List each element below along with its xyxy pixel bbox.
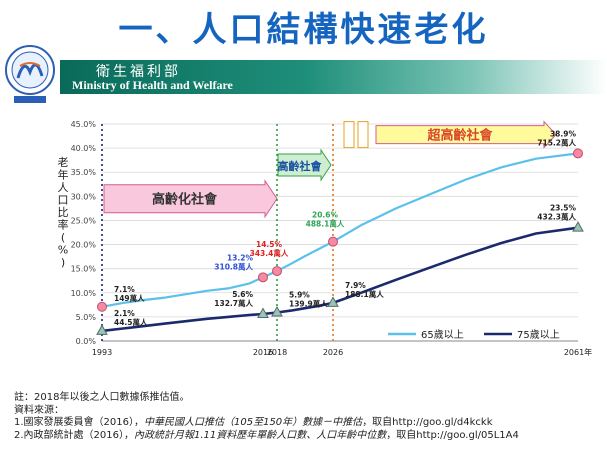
phase-label: 高齡社會 bbox=[278, 159, 323, 173]
page-title: 一、人口結構快速老化 bbox=[118, 10, 489, 50]
phase-label: 高齡化社會 bbox=[152, 192, 218, 208]
phase-arrow bbox=[103, 179, 278, 219]
data-label: 20.6% bbox=[312, 211, 339, 220]
x-tick-label: 2026 bbox=[323, 348, 343, 357]
x-tick-label: 2018 bbox=[267, 348, 287, 357]
source-2-title: 內政統計月報1.11資料歷年單齡人口數、人口年齡中位數 bbox=[134, 429, 387, 441]
data-point-marker bbox=[271, 306, 283, 317]
y-tick-label: 0.0% bbox=[76, 337, 97, 346]
x-tick-label: 1993 bbox=[92, 348, 112, 357]
source-title: 資料來源： bbox=[14, 404, 64, 416]
source-1-link[interactable]: ，取自http://goo.gl/d4kckk bbox=[362, 417, 493, 428]
data-label: 139.9萬人 bbox=[289, 299, 328, 309]
y-tick-label: 35.0% bbox=[71, 168, 97, 177]
y-tick-label: 15.0% bbox=[71, 265, 97, 274]
footnotes: 註：2018年以後之人口數據係推估值。 資料來源： 1.國家發展委員會（2016… bbox=[14, 392, 519, 442]
data-label: 44.5萬人 bbox=[114, 317, 148, 327]
data-label: 14.5% bbox=[256, 240, 283, 249]
series-line bbox=[101, 152, 579, 308]
note-line: 註：2018年以後之人口數據係推估值。 bbox=[14, 392, 190, 403]
phase-label: 超高齡社會 bbox=[427, 128, 493, 144]
source-1-title: 中華民國人口推估（105至150年）數據－中推估 bbox=[144, 417, 363, 428]
data-label: 23.5% bbox=[550, 204, 577, 213]
ministry-logo bbox=[5, 45, 55, 103]
data-label: 132.7萬人 bbox=[214, 298, 253, 308]
y-tick-label: 25.0% bbox=[71, 216, 97, 225]
source-1-prefix: 1.國家發展委員會（2016）， bbox=[14, 417, 144, 428]
phase-box bbox=[357, 121, 369, 149]
x-tick-label: 2016 bbox=[253, 348, 273, 357]
ministry-banner bbox=[60, 60, 607, 94]
aging-population-chart: 0.0% 5.0% 10.0% 15.0% 20.0% 25.0% 30.0% 35.0% 40… bbox=[58, 120, 593, 357]
data-point-marker bbox=[328, 236, 338, 247]
data-label: 5.6% bbox=[232, 290, 253, 299]
ministry-name-zh: 衛生福利部 bbox=[96, 64, 181, 80]
data-label: 7.1% bbox=[114, 285, 135, 294]
y-tick-label: 40.0% bbox=[71, 144, 97, 153]
data-point-marker bbox=[327, 296, 339, 307]
data-point-marker bbox=[272, 266, 282, 277]
y-tick-label: 30.0% bbox=[71, 192, 97, 201]
data-point-marker bbox=[573, 148, 583, 159]
x-tick-label: 2061年 bbox=[564, 347, 592, 357]
data-label: 149萬人 bbox=[114, 293, 145, 303]
data-point-marker bbox=[97, 301, 107, 312]
series-line bbox=[101, 226, 579, 333]
data-point-marker bbox=[257, 307, 269, 318]
data-label: 38.9% bbox=[550, 129, 577, 138]
phase-box bbox=[343, 121, 355, 149]
data-point-marker bbox=[572, 221, 584, 232]
data-label: 5.9% bbox=[289, 291, 310, 300]
data-label: 488.1萬人 bbox=[306, 219, 345, 229]
data-label: 7.9% bbox=[345, 281, 366, 290]
source-line-2: 2.內政部統計處（2016），內政統計月報1.11資料歷年單齡人口數、人口年齡中… bbox=[14, 430, 519, 443]
data-label: 310.8萬人 bbox=[214, 261, 253, 271]
y-axis-label: 老年人口比率(%) bbox=[58, 156, 69, 269]
data-label: 432.3萬人 bbox=[537, 212, 576, 222]
data-point-marker bbox=[96, 324, 108, 335]
legend-label: 75歲以上 bbox=[517, 328, 560, 341]
data-label: 715.2萬人 bbox=[537, 137, 576, 147]
phase-arrow bbox=[375, 120, 557, 149]
y-tick-label: 10.0% bbox=[71, 289, 97, 298]
source-2-link[interactable]: ，取自http://goo.gl/05L1A4 bbox=[386, 429, 519, 441]
data-point-marker bbox=[258, 272, 268, 283]
y-tick-label: 20.0% bbox=[71, 241, 97, 250]
data-label: 2.1% bbox=[114, 309, 135, 318]
phase-arrow bbox=[277, 148, 332, 182]
data-label: 13.2% bbox=[227, 253, 254, 262]
source-2-prefix: 2.內政部統計處（2016）， bbox=[14, 429, 134, 441]
data-label: 188.1萬人 bbox=[345, 289, 384, 299]
data-label: 343.4萬人 bbox=[250, 248, 289, 258]
y-tick-label: 5.0% bbox=[76, 313, 97, 322]
ministry-name-en: Ministry of Health and Welfare bbox=[72, 78, 233, 92]
y-tick-label: 45.0% bbox=[71, 120, 97, 129]
source-line-1: 1.國家發展委員會（2016），中華民國人口推估（105至150年）數據－中推估… bbox=[14, 417, 519, 430]
legend-label: 65歲以上 bbox=[421, 328, 464, 341]
